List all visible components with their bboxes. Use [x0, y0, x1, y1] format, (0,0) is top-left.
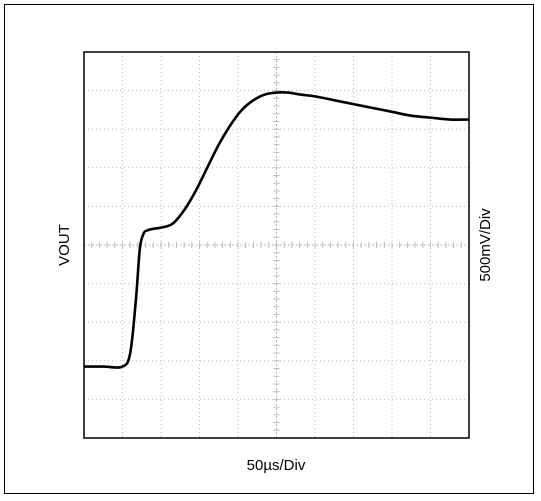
y-scale-label: 500mV/Div: [477, 208, 494, 282]
plot-border: [83, 51, 470, 439]
y-axis-label: VOUT: [56, 224, 73, 266]
vout-trace: [84, 90, 470, 369]
x-scale-label: 50µs/Div: [247, 457, 306, 474]
trace-group: [84, 90, 470, 369]
